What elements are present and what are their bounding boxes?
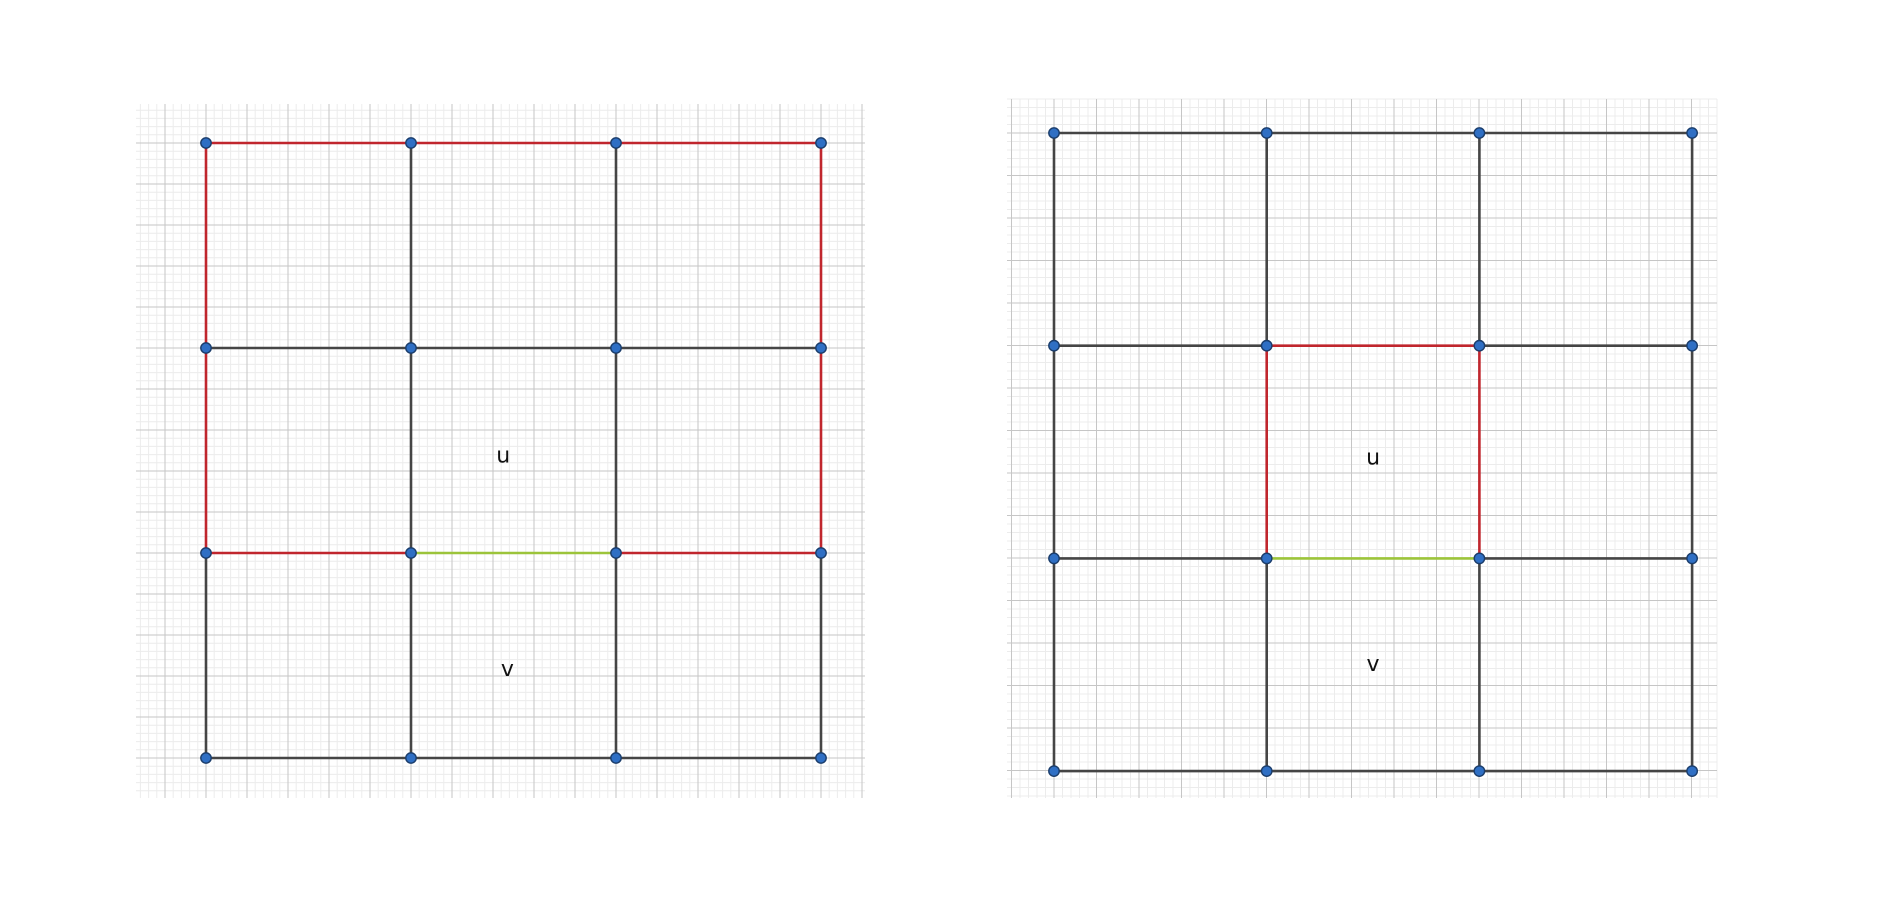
graph-node[interactable] — [610, 137, 622, 149]
graph-node[interactable] — [1686, 339, 1699, 352]
graph-node[interactable] — [405, 547, 417, 559]
right-grid-paper — [1007, 98, 1718, 798]
minor-gridlines — [136, 104, 865, 798]
graph-node[interactable] — [815, 342, 827, 354]
graph-node[interactable] — [1260, 339, 1273, 352]
graph-node[interactable] — [1048, 339, 1060, 352]
graph-node[interactable] — [815, 137, 827, 149]
graph-node[interactable] — [200, 342, 212, 354]
left-grid-panel: uv — [136, 104, 865, 798]
graph-node[interactable] — [200, 752, 212, 764]
region-label-u: u — [1366, 445, 1380, 470]
graph-node[interactable] — [1686, 765, 1699, 777]
graph-node[interactable] — [1473, 127, 1486, 139]
graph-node[interactable] — [405, 342, 417, 354]
graph-node[interactable] — [200, 137, 212, 149]
graph-node[interactable] — [1473, 765, 1486, 777]
left-graph-nodes — [200, 137, 827, 764]
graph-node[interactable] — [1048, 127, 1060, 139]
graph-node[interactable] — [200, 547, 212, 559]
right-grid-panel: uv — [1007, 98, 1718, 798]
graph-node[interactable] — [405, 137, 417, 149]
graph-node[interactable] — [1260, 765, 1273, 777]
graph-node[interactable] — [405, 752, 417, 764]
graph-node[interactable] — [815, 547, 827, 559]
graph-node[interactable] — [1048, 552, 1060, 565]
graph-node[interactable] — [610, 547, 622, 559]
region-label-v: v — [1367, 652, 1380, 677]
graph-node[interactable] — [1686, 552, 1699, 565]
right-graph-nodes — [1048, 127, 1699, 777]
left-graph-edges — [204, 141, 823, 760]
right-graph-edges — [1052, 131, 1694, 773]
graph-node[interactable] — [1473, 552, 1486, 565]
graph-node[interactable] — [610, 752, 622, 764]
region-label-v: v — [501, 657, 514, 682]
graph-node[interactable] — [1686, 127, 1699, 139]
graph-node[interactable] — [1260, 552, 1273, 565]
region-label-u: u — [496, 444, 510, 469]
grid-paper-background — [136, 104, 865, 798]
graph-node[interactable] — [815, 752, 827, 764]
graph-node[interactable] — [1260, 127, 1273, 139]
graph-node[interactable] — [610, 342, 622, 354]
graph-node[interactable] — [1473, 339, 1486, 352]
graph-node[interactable] — [1048, 765, 1060, 777]
grid-paper-background — [1007, 99, 1717, 798]
